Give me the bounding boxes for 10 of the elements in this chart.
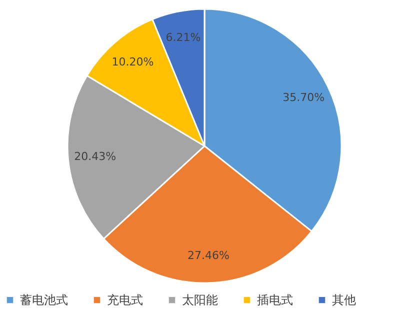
data-label: 35.70% xyxy=(282,91,325,104)
data-label: 20.43% xyxy=(74,150,116,164)
legend-label: 太阳能 xyxy=(182,293,218,308)
data-label: 27.46% xyxy=(187,248,230,262)
legend-label: 插电式 xyxy=(257,293,293,308)
legend-label: 蓄电池式 xyxy=(20,293,68,308)
data-label: 10.20% xyxy=(112,56,154,69)
data-label: 6.21% xyxy=(166,31,201,44)
legend-label: 充电式 xyxy=(107,293,143,308)
legend-label: 其他 xyxy=(332,293,356,308)
